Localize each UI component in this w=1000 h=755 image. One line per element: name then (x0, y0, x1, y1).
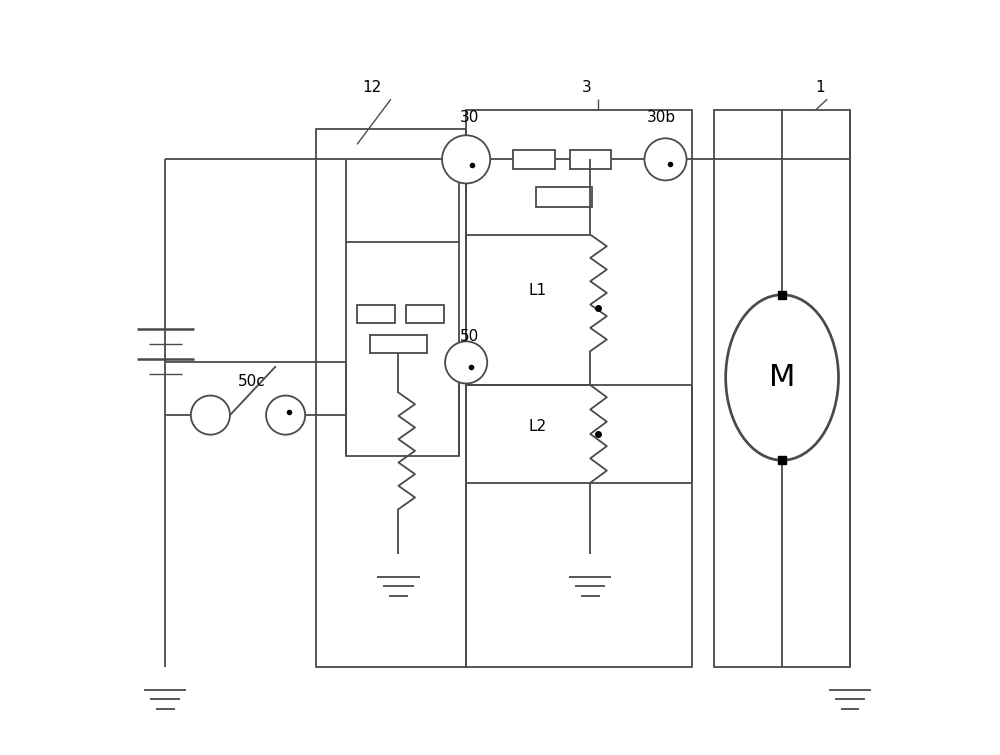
Text: 3: 3 (582, 80, 591, 95)
Text: 30: 30 (460, 110, 480, 125)
Bar (466, 110, 692, 667)
Bar (714, 110, 850, 667)
Bar (357, 304, 395, 322)
Circle shape (442, 135, 490, 183)
Bar (406, 304, 444, 322)
Text: L2: L2 (529, 419, 547, 434)
Circle shape (191, 396, 230, 435)
Text: 1: 1 (815, 80, 825, 95)
Ellipse shape (726, 294, 838, 461)
Bar (370, 334, 427, 353)
Text: 12: 12 (362, 80, 382, 95)
Text: 50c: 50c (238, 374, 266, 389)
Bar (570, 149, 611, 169)
Bar (346, 242, 459, 457)
Circle shape (445, 341, 487, 384)
Bar (316, 129, 466, 667)
Circle shape (266, 396, 305, 435)
Circle shape (644, 138, 687, 180)
Text: 50: 50 (460, 328, 480, 344)
Text: 30b: 30b (647, 110, 676, 125)
Bar (513, 149, 555, 169)
Bar (536, 187, 592, 207)
Text: M: M (769, 363, 795, 392)
Text: L1: L1 (529, 283, 547, 298)
